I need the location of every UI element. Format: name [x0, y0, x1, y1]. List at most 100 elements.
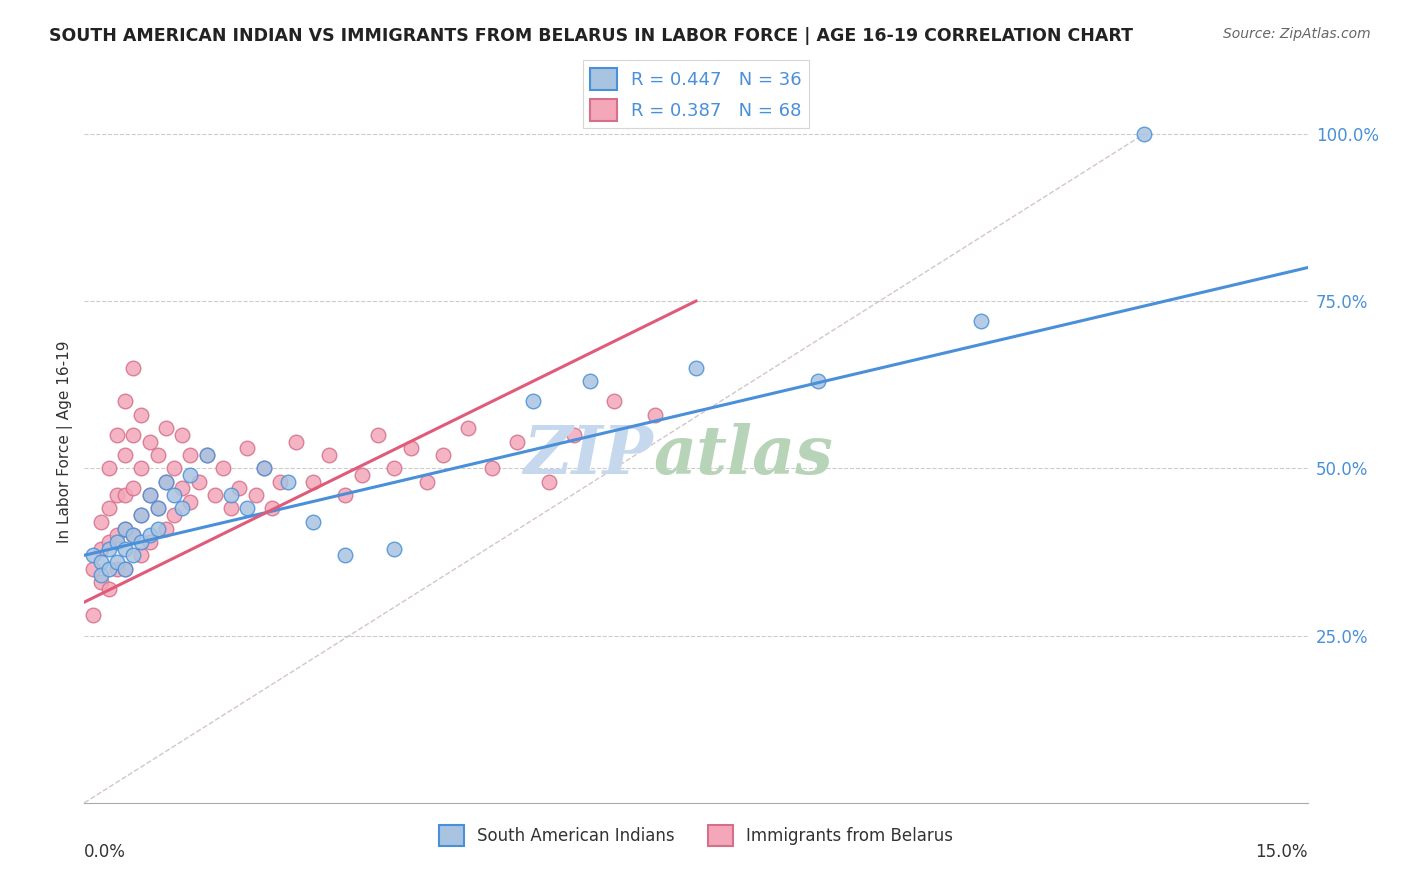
- Point: [122, 528, 145, 542]
- Point: [807, 375, 830, 389]
- Point: [1133, 127, 1156, 141]
- Point: [155, 475, 177, 489]
- Point: [131, 508, 153, 523]
- Point: [335, 548, 357, 563]
- Point: [382, 461, 405, 475]
- Point: [114, 562, 136, 576]
- Point: [97, 582, 120, 596]
- Point: [195, 448, 218, 462]
- Point: [122, 548, 145, 563]
- Point: [179, 467, 201, 482]
- Point: [155, 475, 177, 489]
- Point: [155, 421, 177, 435]
- Point: [138, 488, 160, 502]
- Point: [105, 528, 128, 542]
- Point: [253, 461, 276, 475]
- Point: [179, 448, 201, 462]
- Point: [105, 488, 128, 502]
- Point: [579, 375, 602, 389]
- Point: [146, 501, 169, 516]
- Point: [114, 448, 136, 462]
- Point: [114, 521, 136, 535]
- Point: [481, 461, 503, 475]
- Point: [97, 541, 120, 556]
- Point: [90, 541, 112, 556]
- Point: [97, 562, 120, 576]
- Point: [105, 555, 128, 569]
- Legend: South American Indians, Immigrants from Belarus: South American Indians, Immigrants from …: [432, 819, 960, 852]
- Point: [90, 568, 112, 582]
- Point: [685, 361, 707, 376]
- Point: [522, 394, 544, 409]
- Point: [122, 528, 145, 542]
- Point: [105, 427, 128, 442]
- Point: [457, 421, 479, 435]
- Point: [82, 562, 104, 576]
- Point: [163, 508, 186, 523]
- Point: [236, 501, 259, 516]
- Point: [146, 501, 169, 516]
- Point: [131, 508, 153, 523]
- Point: [138, 434, 160, 449]
- Point: [146, 521, 169, 535]
- Y-axis label: In Labor Force | Age 16-19: In Labor Force | Age 16-19: [58, 340, 73, 543]
- Point: [82, 548, 104, 563]
- Point: [505, 434, 527, 449]
- Point: [122, 427, 145, 442]
- Point: [97, 501, 120, 516]
- Point: [367, 427, 389, 442]
- Point: [236, 442, 259, 455]
- Point: [172, 482, 194, 496]
- Point: [204, 488, 226, 502]
- Point: [172, 427, 194, 442]
- Point: [253, 461, 276, 475]
- Point: [82, 608, 104, 623]
- Point: [538, 475, 561, 489]
- Point: [90, 515, 112, 529]
- Point: [138, 488, 160, 502]
- Point: [105, 562, 128, 576]
- Point: [970, 314, 993, 328]
- Point: [114, 488, 136, 502]
- Point: [105, 534, 128, 549]
- Text: 0.0%: 0.0%: [84, 843, 127, 861]
- Point: [432, 448, 454, 462]
- Point: [97, 461, 120, 475]
- Point: [603, 394, 626, 409]
- Text: atlas: atlas: [654, 424, 832, 489]
- Point: [155, 521, 177, 535]
- Point: [187, 475, 209, 489]
- Point: [301, 475, 323, 489]
- Point: [562, 427, 585, 442]
- Point: [163, 461, 186, 475]
- Point: [131, 534, 153, 549]
- Text: SOUTH AMERICAN INDIAN VS IMMIGRANTS FROM BELARUS IN LABOR FORCE | AGE 16-19 CORR: SOUTH AMERICAN INDIAN VS IMMIGRANTS FROM…: [49, 27, 1133, 45]
- Text: 15.0%: 15.0%: [1256, 843, 1308, 861]
- Point: [131, 461, 153, 475]
- Point: [301, 515, 323, 529]
- Point: [122, 361, 145, 376]
- Point: [399, 442, 422, 455]
- Point: [245, 488, 267, 502]
- Point: [114, 521, 136, 535]
- Point: [335, 488, 357, 502]
- Point: [90, 555, 112, 569]
- Point: [122, 482, 145, 496]
- Point: [97, 534, 120, 549]
- Point: [416, 475, 439, 489]
- Point: [131, 548, 153, 563]
- Point: [179, 494, 201, 508]
- Point: [285, 434, 308, 449]
- Point: [114, 394, 136, 409]
- Point: [163, 488, 186, 502]
- Point: [172, 501, 194, 516]
- Point: [195, 448, 218, 462]
- Point: [228, 482, 250, 496]
- Point: [350, 467, 373, 482]
- Point: [114, 562, 136, 576]
- Point: [90, 575, 112, 590]
- Point: [138, 528, 160, 542]
- Point: [146, 448, 169, 462]
- Point: [260, 501, 283, 516]
- Point: [382, 541, 405, 556]
